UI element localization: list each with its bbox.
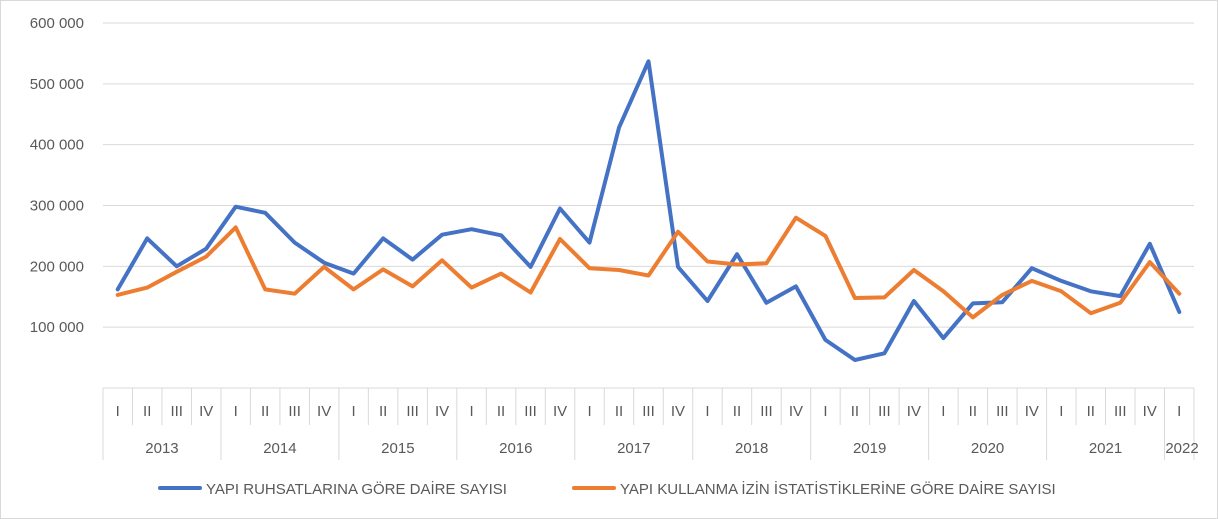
quarter-label: IV xyxy=(1143,403,1157,420)
quarter-label: III xyxy=(170,403,183,420)
quarter-label: IV xyxy=(789,403,803,420)
quarter-label: I xyxy=(705,403,709,420)
quarter-label: III xyxy=(996,403,1009,420)
quarter-label: III xyxy=(524,403,537,420)
series-line-1 xyxy=(115,59,1182,362)
quarter-label: II xyxy=(615,403,623,420)
quarter-label: III xyxy=(760,403,773,420)
y-tick-label: 600 000 xyxy=(30,15,84,32)
quarter-label: IV xyxy=(199,403,213,420)
quarter-label: III xyxy=(878,403,891,420)
legend-label: YAPI KULLANMA İZİN İSTATİSTİKLERİNE GÖRE… xyxy=(620,480,1056,498)
quarter-label: III xyxy=(288,403,301,420)
quarter-label: I xyxy=(941,403,945,420)
quarter-label: II xyxy=(1087,403,1095,420)
quarter-label: I xyxy=(823,403,827,420)
quarter-label: II xyxy=(733,403,741,420)
y-tick-label: 300 000 xyxy=(30,198,84,215)
quarter-label: I xyxy=(587,403,591,420)
quarter-label: III xyxy=(1114,403,1127,420)
year-label: 2022 xyxy=(1165,440,1198,457)
y-tick-label: 100 000 xyxy=(30,319,84,336)
year-label: 2018 xyxy=(735,440,768,457)
quarter-label: II xyxy=(851,403,859,420)
quarter-label: III xyxy=(642,403,655,420)
year-label: 2017 xyxy=(617,440,650,457)
quarter-label: IV xyxy=(435,403,449,420)
y-tick-label: 400 000 xyxy=(30,137,84,154)
year-label: 2013 xyxy=(145,440,178,457)
quarter-label: II xyxy=(379,403,387,420)
y-tick-label: 200 000 xyxy=(30,258,84,275)
quarter-label: II xyxy=(969,403,977,420)
quarter-label: I xyxy=(469,403,473,420)
y-tick-label: 500 000 xyxy=(30,76,84,93)
quarter-label: IV xyxy=(671,403,685,420)
quarter-label: I xyxy=(352,403,356,420)
year-label: 2021 xyxy=(1089,440,1122,457)
year-label: 2016 xyxy=(499,440,532,457)
year-label: 2019 xyxy=(853,440,886,457)
quarter-label: II xyxy=(143,403,151,420)
year-label: 2020 xyxy=(971,440,1004,457)
year-label: 2014 xyxy=(263,440,296,457)
year-label: 2015 xyxy=(381,440,414,457)
quarter-label: III xyxy=(406,403,419,420)
quarter-label: I xyxy=(234,403,238,420)
quarter-label: II xyxy=(261,403,269,420)
quarter-label: II xyxy=(497,403,505,420)
quarter-label: I xyxy=(1177,403,1181,420)
legend-label: YAPI RUHSATLARINA GÖRE DAİRE SAYISI xyxy=(206,480,507,498)
quarter-label: IV xyxy=(1025,403,1039,420)
series-line-2 xyxy=(115,215,1182,320)
quarter-label: IV xyxy=(553,403,567,420)
quarter-label: I xyxy=(116,403,120,420)
quarter-label: IV xyxy=(907,403,921,420)
quarter-label: IV xyxy=(317,403,331,420)
quarter-label: I xyxy=(1059,403,1063,420)
